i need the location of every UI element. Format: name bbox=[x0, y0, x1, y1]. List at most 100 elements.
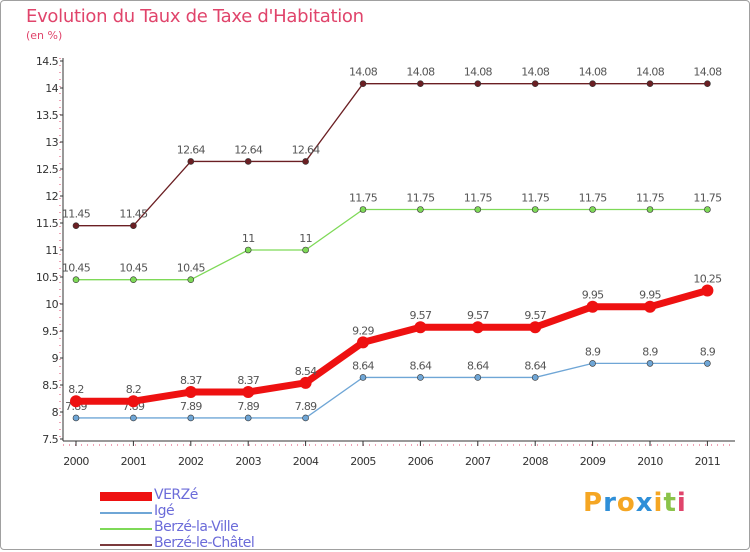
legend-swatch bbox=[100, 492, 152, 501]
data-point bbox=[589, 80, 596, 87]
y-tick-label: 11.5 bbox=[36, 217, 59, 230]
data-label: 7.89 bbox=[180, 400, 202, 413]
data-point bbox=[244, 246, 252, 254]
chart-title: Evolution du Taux de Taxe d'Habitation bbox=[26, 6, 364, 27]
legend-swatch bbox=[100, 544, 152, 546]
data-point bbox=[187, 414, 195, 422]
data-point bbox=[244, 158, 252, 165]
y-tick-label: 10.5 bbox=[36, 271, 59, 284]
data-label: 11.45 bbox=[119, 208, 148, 221]
series-line bbox=[76, 287, 709, 405]
series-line bbox=[76, 83, 708, 227]
x-tick-label: 2009 bbox=[580, 455, 606, 468]
x-tick-label: 2011 bbox=[695, 455, 721, 468]
data-label: 8.54 bbox=[295, 365, 317, 378]
data-point bbox=[531, 80, 539, 87]
legend-swatch bbox=[100, 528, 152, 530]
data-label: 8.9 bbox=[642, 345, 658, 358]
data-label: 11 bbox=[299, 232, 312, 245]
data-label: 9.29 bbox=[352, 324, 374, 337]
x-tick-label: 2004 bbox=[293, 455, 319, 468]
data-label: 11.75 bbox=[349, 192, 378, 205]
data-label: 8.64 bbox=[467, 359, 489, 372]
data-point bbox=[302, 414, 309, 422]
data-point bbox=[417, 206, 424, 213]
data-point bbox=[130, 414, 137, 422]
x-tick-label: 2002 bbox=[178, 455, 204, 468]
data-label: 11.75 bbox=[521, 192, 550, 205]
data-label: 8.37 bbox=[237, 374, 259, 387]
data-point bbox=[646, 360, 654, 367]
data-point bbox=[531, 206, 539, 213]
data-point bbox=[184, 386, 197, 399]
data-point bbox=[589, 360, 596, 367]
data-label: 7.89 bbox=[237, 400, 259, 413]
data-label: 11.75 bbox=[693, 192, 722, 205]
data-label: 14.08 bbox=[579, 66, 608, 79]
data-label: 8.2 bbox=[126, 383, 141, 396]
data-point bbox=[359, 80, 367, 87]
data-point bbox=[474, 80, 482, 87]
data-label: 11.75 bbox=[464, 192, 493, 205]
data-label: 12.64 bbox=[292, 143, 321, 156]
legend-swatch bbox=[100, 512, 152, 514]
data-point bbox=[242, 386, 255, 399]
data-point bbox=[529, 321, 542, 334]
data-point bbox=[474, 206, 482, 213]
data-label: 14.08 bbox=[693, 66, 722, 79]
data-label: 8.64 bbox=[410, 359, 432, 372]
data-label: 9.57 bbox=[524, 309, 546, 322]
data-point bbox=[471, 321, 484, 334]
y-tick-label: 13.5 bbox=[36, 109, 59, 122]
data-point bbox=[299, 376, 312, 389]
y-tick-label: 10 bbox=[45, 298, 58, 311]
y-tick-label: 14.5 bbox=[36, 55, 59, 68]
logo-letter: o bbox=[616, 488, 636, 518]
data-point bbox=[704, 206, 711, 213]
data-label: 14.08 bbox=[349, 66, 378, 79]
data-point bbox=[646, 80, 654, 87]
data-label: 7.89 bbox=[295, 400, 317, 413]
y-tick-label: 7.5 bbox=[42, 433, 58, 446]
data-label: 8.2 bbox=[68, 383, 83, 396]
legend-label: Berzé-le-Châtel bbox=[154, 535, 255, 551]
data-label: 10.45 bbox=[177, 262, 206, 275]
y-tick-label: 8.5 bbox=[42, 379, 58, 392]
data-point bbox=[244, 414, 252, 422]
x-tick-label: 2010 bbox=[637, 455, 663, 468]
data-point bbox=[701, 284, 714, 297]
data-point bbox=[72, 414, 80, 422]
data-point bbox=[130, 276, 137, 284]
data-label: 10.45 bbox=[62, 262, 91, 275]
y-tick-label: 13 bbox=[45, 136, 58, 149]
data-point bbox=[70, 395, 82, 408]
data-label: 8.64 bbox=[524, 359, 546, 372]
data-point bbox=[72, 276, 80, 284]
legend-label: Igé bbox=[154, 503, 175, 519]
data-label: 11.75 bbox=[579, 192, 608, 205]
logo-letter: t bbox=[663, 488, 677, 518]
y-tick-label: 9.5 bbox=[42, 325, 58, 338]
data-point bbox=[646, 206, 654, 213]
logo-letter: i bbox=[653, 488, 664, 518]
data-label: 8.64 bbox=[352, 359, 374, 372]
data-label: 14.08 bbox=[464, 66, 493, 79]
data-point bbox=[127, 395, 140, 408]
data-label: 9.57 bbox=[467, 309, 489, 322]
data-point bbox=[417, 374, 424, 381]
chart-subtitle: (en %) bbox=[26, 29, 63, 42]
logo-letter: x bbox=[635, 488, 654, 518]
data-label: 11.75 bbox=[636, 192, 665, 205]
data-point bbox=[531, 374, 539, 381]
x-tick-label: 2008 bbox=[522, 455, 548, 468]
x-tick-label: 2006 bbox=[408, 455, 434, 468]
data-label: 9.57 bbox=[410, 309, 432, 322]
data-label: 8.37 bbox=[180, 374, 202, 387]
data-point bbox=[644, 300, 656, 313]
data-point bbox=[414, 321, 427, 334]
proxiti-logo: Proxiti bbox=[583, 488, 687, 518]
data-point bbox=[589, 206, 596, 213]
data-point bbox=[187, 158, 195, 165]
